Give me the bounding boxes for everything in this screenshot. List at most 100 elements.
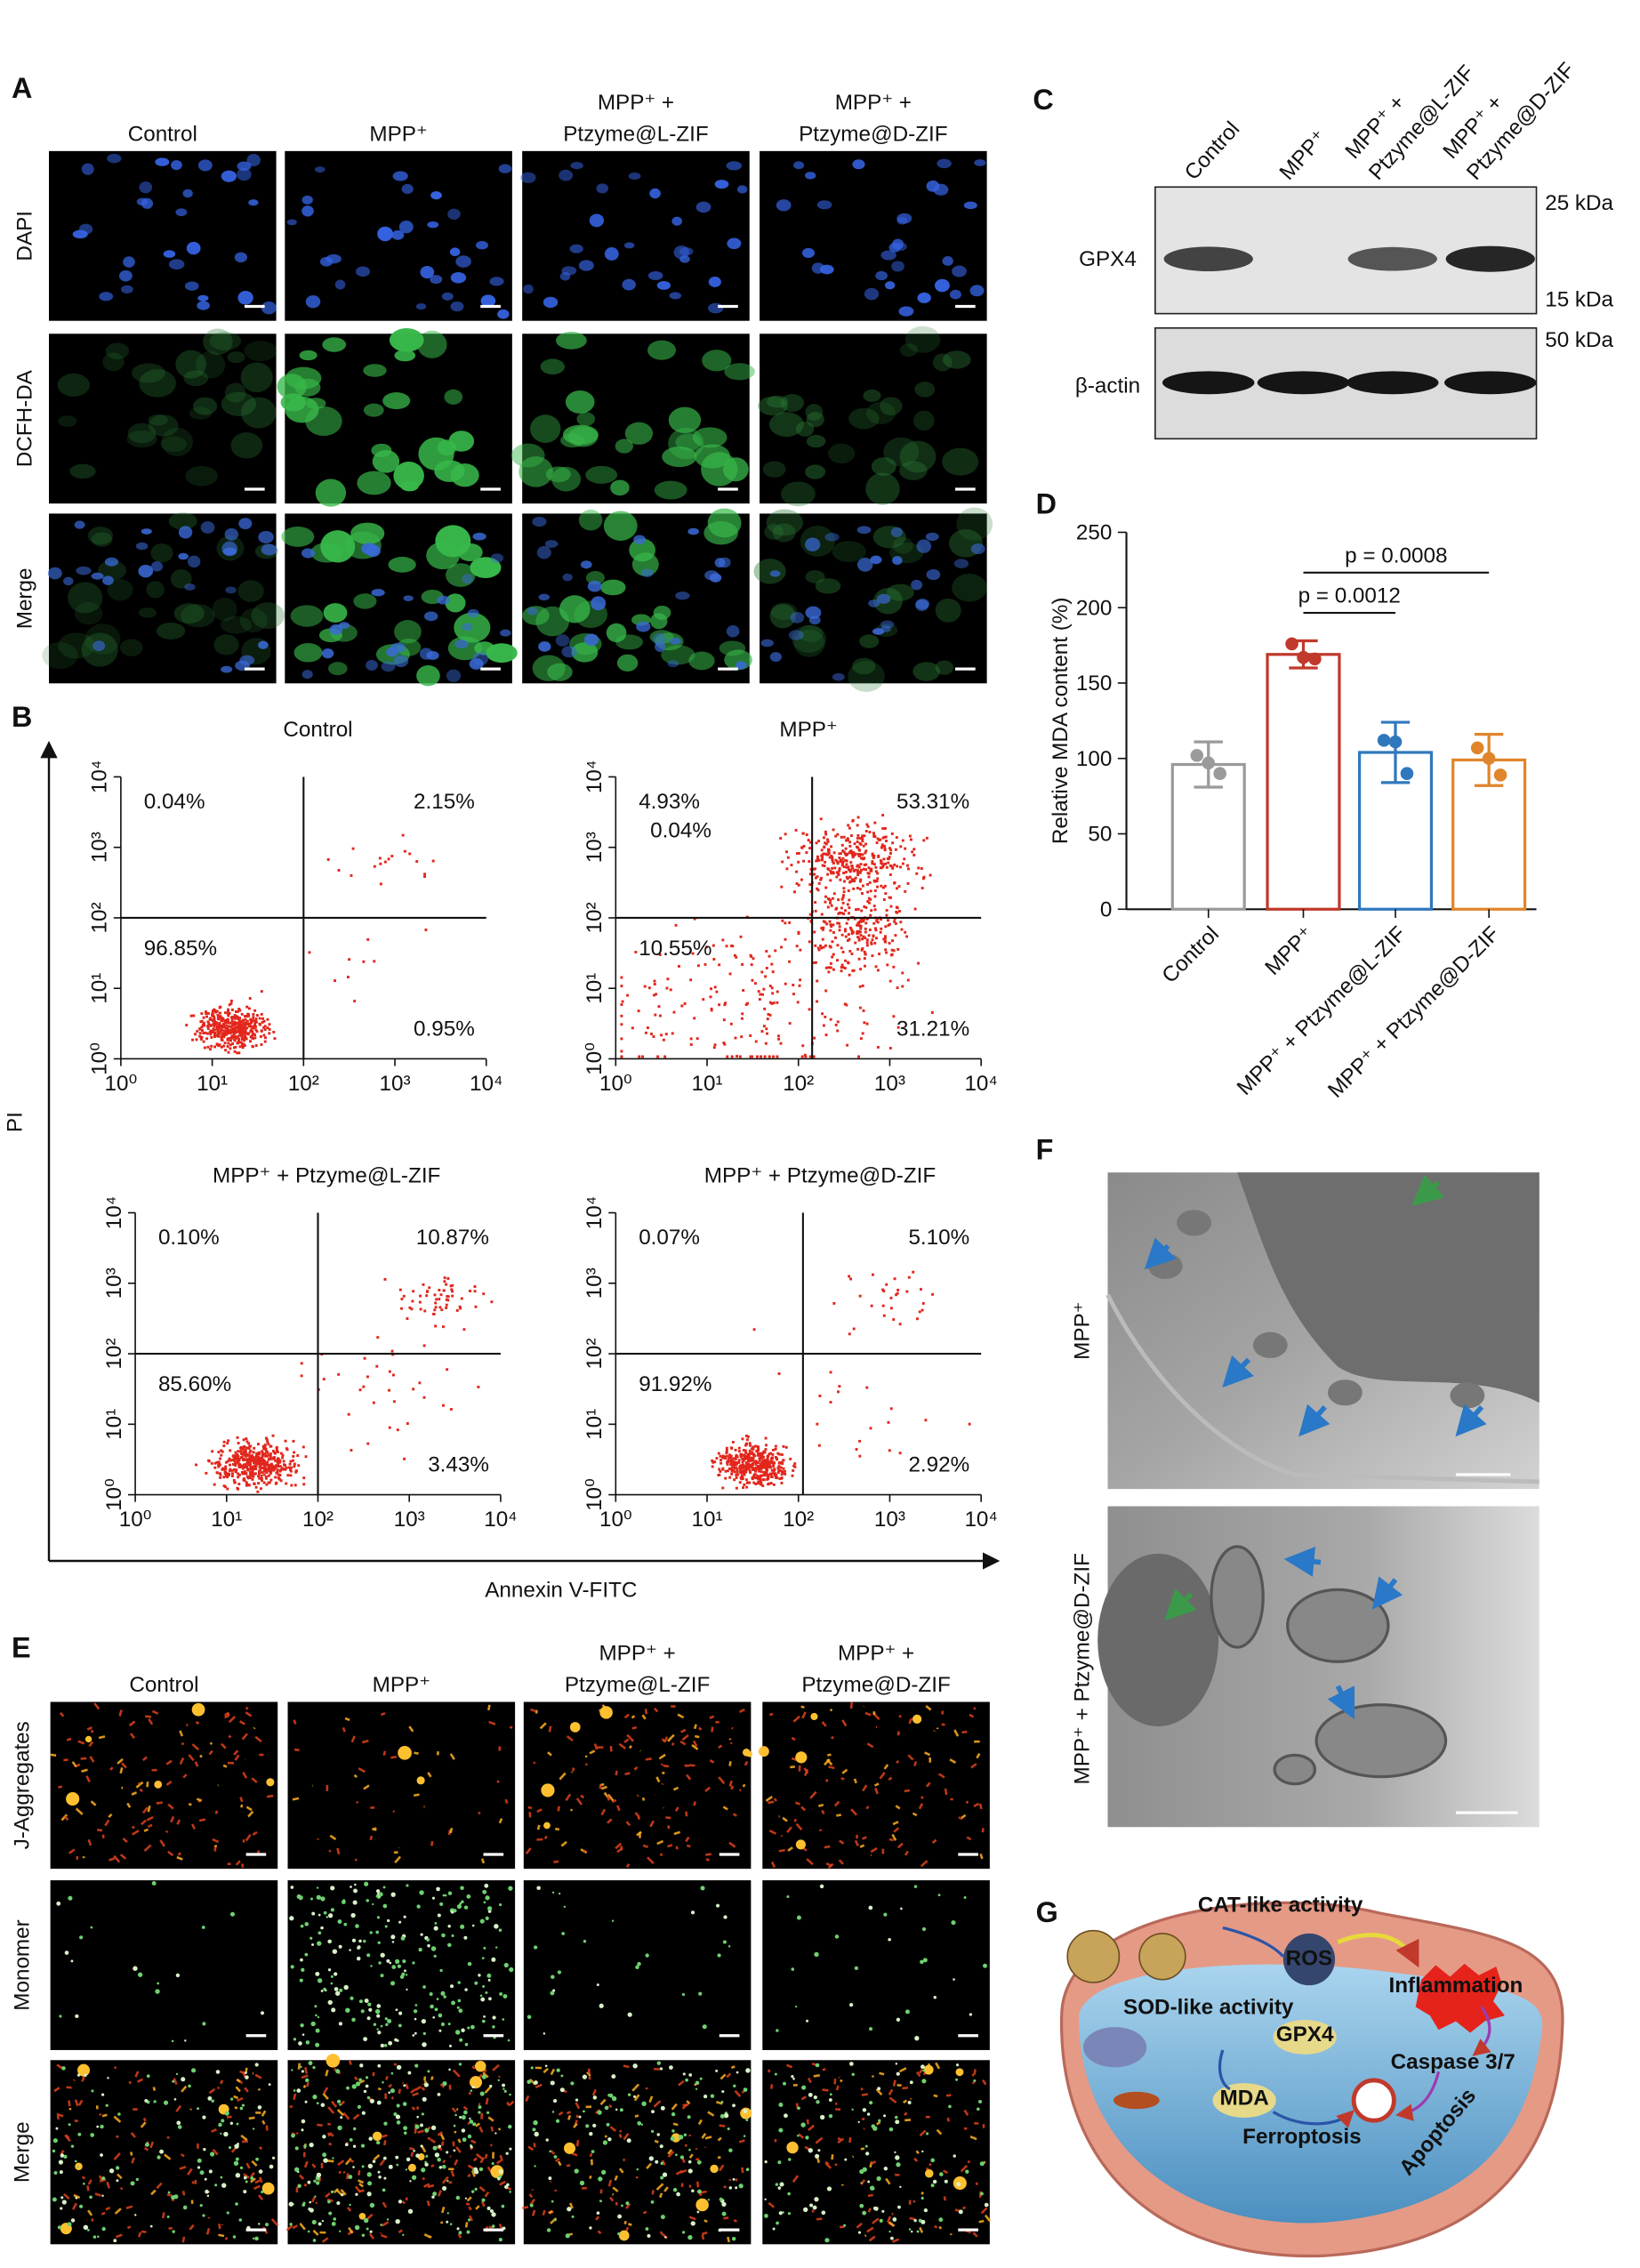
- event: [924, 1419, 928, 1422]
- speck: [373, 2023, 377, 2026]
- cell: [454, 639, 469, 649]
- speck: [720, 2101, 724, 2104]
- event: [740, 1474, 744, 1477]
- speck: [547, 1751, 552, 1757]
- speck: [651, 2190, 655, 2195]
- speck: [109, 1857, 116, 1862]
- cell: [450, 463, 479, 487]
- event: [398, 1288, 402, 1291]
- speck: [695, 2198, 709, 2212]
- speck: [488, 1720, 496, 1725]
- speck: [366, 2227, 369, 2231]
- speck: [417, 2129, 424, 2134]
- event: [431, 859, 435, 863]
- speck: [421, 2019, 426, 2024]
- y-tick-label: 100: [1076, 747, 1112, 771]
- event: [762, 987, 766, 991]
- speck: [434, 1922, 438, 1925]
- speck: [106, 2181, 111, 2189]
- event: [849, 1277, 853, 1281]
- event: [752, 1476, 756, 1479]
- event: [248, 1456, 252, 1460]
- speck: [55, 2127, 59, 2130]
- event: [855, 1448, 858, 1451]
- event: [205, 1015, 208, 1018]
- speck: [338, 2022, 343, 2026]
- speck: [494, 2132, 497, 2135]
- event: [222, 1035, 226, 1039]
- event: [824, 900, 827, 904]
- row-label: Merge: [10, 2121, 34, 2183]
- speck: [824, 2162, 832, 2169]
- event: [237, 1457, 241, 1460]
- speck: [866, 1742, 874, 1749]
- cell: [880, 250, 896, 261]
- speck: [438, 2166, 443, 2169]
- speck: [687, 2115, 691, 2119]
- speck: [254, 2179, 261, 2184]
- speck: [236, 2078, 241, 2083]
- event: [248, 1025, 251, 1028]
- event: [362, 1385, 366, 1388]
- event: [247, 1468, 251, 1471]
- event: [626, 993, 630, 997]
- event: [736, 1055, 739, 1058]
- speck: [295, 2131, 299, 2135]
- event: [721, 1456, 725, 1460]
- event: [764, 1042, 768, 1045]
- speck: [686, 1773, 692, 1781]
- cell: [942, 447, 979, 476]
- speck: [320, 1896, 326, 1902]
- speck: [87, 2229, 90, 2232]
- cell: [736, 185, 748, 194]
- cell: [519, 456, 553, 487]
- speck: [666, 1733, 675, 1742]
- event: [864, 849, 868, 853]
- event: [271, 1457, 275, 1460]
- event: [222, 1029, 226, 1033]
- speck: [380, 1712, 386, 1717]
- quadrant-percent: 5.10%: [908, 1226, 969, 1250]
- micrograph: [285, 2054, 516, 2245]
- speck: [441, 2206, 446, 2214]
- event: [273, 1451, 277, 1454]
- speck: [611, 2074, 616, 2079]
- speck: [607, 2179, 613, 2187]
- speck: [358, 2170, 361, 2176]
- speck: [118, 1709, 123, 1717]
- event: [921, 1302, 925, 1305]
- event: [816, 858, 819, 862]
- speck: [328, 1849, 332, 1853]
- speck: [94, 2192, 101, 2197]
- speck: [978, 2099, 983, 2104]
- event: [855, 908, 857, 912]
- speck: [416, 2106, 420, 2111]
- speck: [293, 1748, 300, 1752]
- speck: [149, 2224, 153, 2228]
- speck: [463, 1935, 468, 1940]
- cell: [382, 392, 411, 410]
- speck: [104, 1819, 110, 1827]
- speck: [318, 1931, 322, 1935]
- speck: [361, 2111, 366, 2115]
- event: [764, 975, 768, 978]
- event: [282, 1460, 285, 1463]
- event: [713, 1460, 717, 1464]
- cell: [203, 328, 233, 356]
- speck: [414, 1751, 419, 1755]
- event: [691, 952, 695, 955]
- speck: [904, 1850, 909, 1856]
- event: [754, 1483, 758, 1485]
- speck: [548, 2176, 552, 2181]
- event: [857, 924, 861, 928]
- event: [845, 1003, 848, 1007]
- event: [766, 1017, 769, 1021]
- cell: [244, 341, 277, 362]
- speck: [951, 1920, 956, 1926]
- event: [790, 864, 793, 867]
- speck: [336, 2200, 341, 2206]
- speck: [716, 1903, 720, 1908]
- speck: [979, 2161, 985, 2167]
- speck: [180, 2153, 185, 2158]
- speck: [462, 2137, 467, 2143]
